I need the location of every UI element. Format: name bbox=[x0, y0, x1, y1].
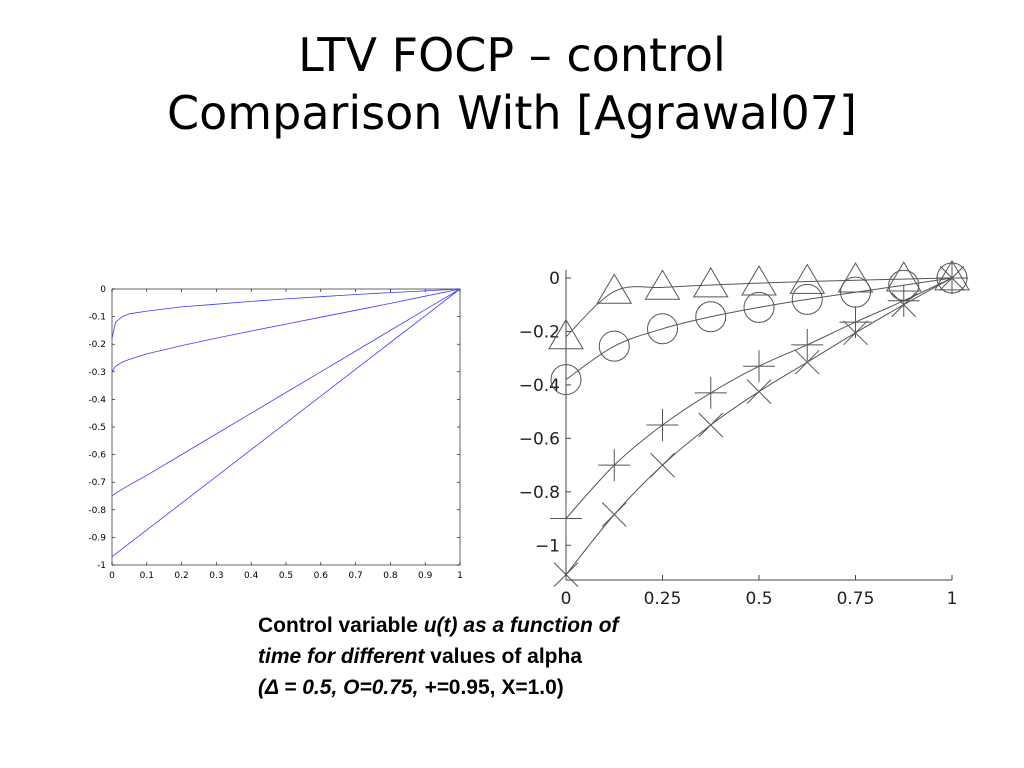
left-x-tick-label: 0.5 bbox=[279, 571, 293, 581]
left-y-tick-label: -0.3 bbox=[88, 368, 106, 378]
left-x-tick-label: 0 bbox=[109, 571, 115, 581]
cross-marker bbox=[939, 265, 965, 291]
left-x-tick-label: 1 bbox=[457, 571, 463, 581]
slide-title: LTV FOCP – control Comparison With [Agra… bbox=[0, 26, 1024, 142]
left-y-tick-label: -0.9 bbox=[88, 533, 106, 543]
left-y-tick-label: -0.7 bbox=[88, 478, 106, 488]
left-series-line-2 bbox=[111, 288, 461, 373]
caption-part-4: values of alpha bbox=[424, 645, 583, 668]
plus-marker bbox=[694, 376, 727, 409]
plus-marker bbox=[743, 350, 775, 383]
figure-caption: Control variable u(t) as a function of t… bbox=[258, 610, 778, 703]
left-y-tick-label: 0 bbox=[100, 285, 106, 295]
left-chart: 0 0.1 0.2 0.3 0.4 0.5 0.6 0.7 0.8 0.9 1 0 -0.1 -0.2 -0… bbox=[88, 285, 463, 581]
cross-marker bbox=[601, 502, 627, 527]
circle-marker bbox=[598, 330, 630, 362]
circle-marker bbox=[791, 283, 823, 315]
right-y-tick-label: −0.8 bbox=[519, 483, 560, 503]
right-y-tick-label: 0 bbox=[549, 269, 560, 289]
left-y-tick-label: -0.1 bbox=[88, 313, 106, 323]
left-y-tick-label: -0.4 bbox=[88, 395, 106, 405]
triangle-marker bbox=[741, 265, 777, 296]
triangle-marker bbox=[596, 273, 633, 304]
left-x-tick-label: 0.8 bbox=[383, 571, 398, 581]
circle-marker bbox=[695, 301, 727, 333]
caption-part-3: time for different bbox=[258, 645, 425, 668]
left-x-tick-label: 0.2 bbox=[174, 571, 188, 581]
circle-marker bbox=[550, 364, 582, 396]
left-x-tick-label: 0.1 bbox=[140, 571, 154, 581]
left-x-tick-label: 0.7 bbox=[348, 571, 362, 581]
left-series-line-4 bbox=[111, 288, 461, 558]
cross-marker bbox=[891, 292, 917, 318]
triangle-marker bbox=[692, 266, 729, 298]
cross-marker bbox=[794, 349, 820, 375]
slide-title-line-1: LTV FOCP – control bbox=[298, 28, 726, 82]
cross-marker bbox=[843, 320, 868, 346]
plus-marker bbox=[887, 284, 920, 317]
right-chart: 0 0.25 0.5 0.75 1 0 −0.2 −0.4 −0.6 −0.8 −1 bbox=[519, 260, 970, 609]
right-x-tick-label: 0 bbox=[561, 589, 572, 609]
caption-part-5: (Δ = 0.5, O=0.75, += bbox=[258, 676, 449, 699]
caption-part-2: u(t) as a function of bbox=[423, 614, 619, 637]
right-y-tick-label: −0.4 bbox=[519, 376, 560, 396]
cross-marker bbox=[746, 379, 772, 404]
left-x-tick-label: 0.4 bbox=[244, 571, 259, 581]
cross-marker bbox=[650, 452, 675, 478]
left-y-tick-label: -0.5 bbox=[88, 423, 106, 433]
plus-marker bbox=[646, 409, 679, 441]
circle-marker bbox=[647, 313, 678, 345]
left-y-tick-label: -1 bbox=[97, 561, 106, 571]
left-series-line-3 bbox=[111, 288, 461, 497]
right-x-tick-label: 0.25 bbox=[644, 589, 682, 609]
right-y-tick-label: −0.6 bbox=[519, 429, 560, 449]
caption-part-6: 0.95, X=1.0) bbox=[448, 676, 564, 699]
cross-marker bbox=[553, 562, 579, 588]
plus-marker bbox=[791, 328, 824, 361]
left-y-tick-label: -0.6 bbox=[88, 451, 106, 461]
left-x-tick-label: 0.6 bbox=[314, 571, 329, 581]
left-y-tick-label: -0.8 bbox=[88, 506, 106, 516]
left-x-tick-label: 0.3 bbox=[209, 571, 223, 581]
left-series-line-1 bbox=[111, 288, 461, 339]
left-plot-frame bbox=[111, 288, 461, 566]
plus-marker bbox=[598, 449, 631, 482]
right-x-tick-label: 1 bbox=[947, 589, 958, 609]
triangle-marker bbox=[548, 318, 584, 350]
plus-marker bbox=[550, 502, 582, 535]
slide-title-line-2: Comparison With [Agrawal07] bbox=[167, 86, 857, 140]
right-y-tick-label: −0.2 bbox=[519, 322, 560, 342]
right-x-tick-label: 0.75 bbox=[837, 589, 875, 609]
triangle-marker bbox=[644, 269, 681, 300]
cross-marker bbox=[698, 412, 724, 438]
right-y-tick-label: −1 bbox=[535, 536, 560, 556]
right-series-line-triangle bbox=[565, 277, 953, 338]
left-x-tick-label: 0.9 bbox=[418, 571, 433, 581]
caption-part-1: Control variable bbox=[258, 614, 424, 637]
right-x-tick-label: 0.5 bbox=[745, 589, 772, 609]
circle-marker bbox=[743, 291, 775, 323]
triangle-marker bbox=[789, 263, 826, 294]
left-y-tick-label: -0.2 bbox=[88, 340, 106, 350]
